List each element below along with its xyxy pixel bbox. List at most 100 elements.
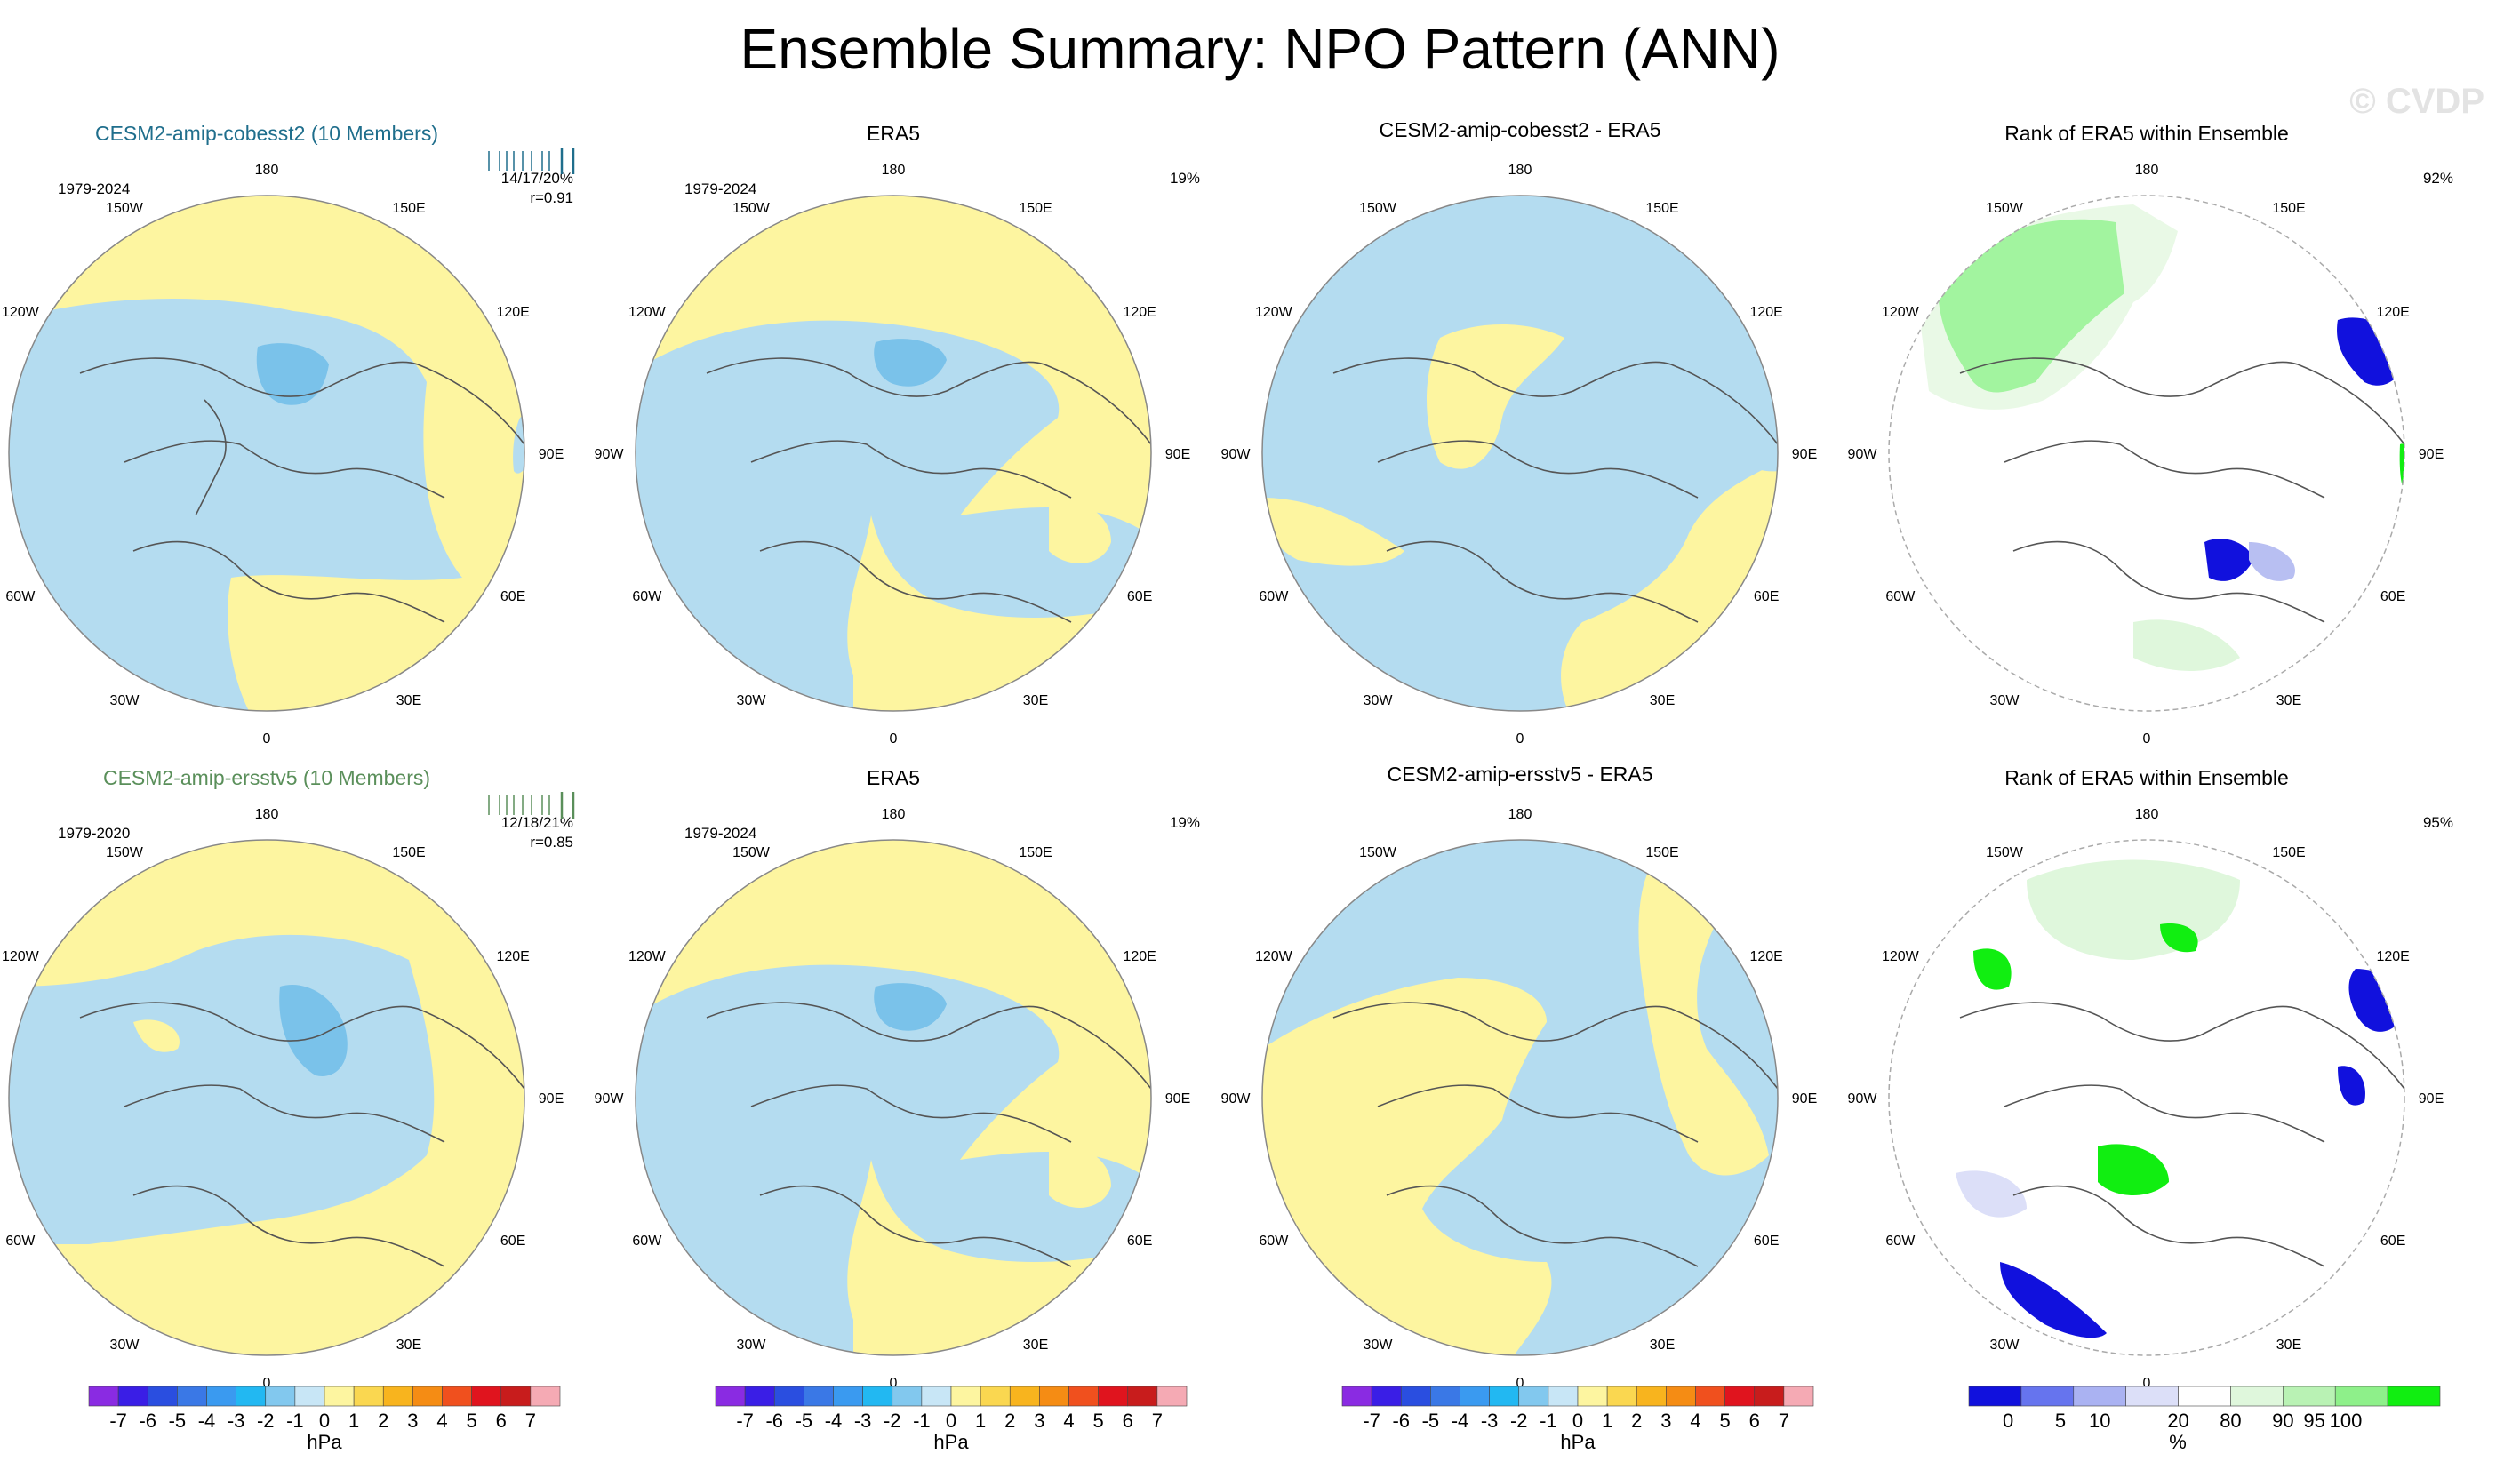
colorbar-label: 2 — [1631, 1410, 1642, 1432]
colorbar-swatch — [1460, 1386, 1490, 1407]
lon-label: 90E — [539, 447, 564, 462]
figure-title: Ensemble Summary: NPO Pattern (ANN) — [740, 17, 1780, 81]
obs-pct: 19% — [1170, 814, 1200, 831]
obs-period: 1979-2024 — [684, 825, 756, 842]
lon-label: 0 — [890, 731, 898, 747]
pct-colorbar-swatch — [2230, 1386, 2284, 1407]
colorbar-label: 4 — [1063, 1410, 1074, 1432]
field-positive-center — [1427, 324, 1564, 469]
lon-label: 60E — [1127, 589, 1152, 604]
pct-colorbar-label: 80 — [2220, 1410, 2241, 1432]
rank-high-halo — [1920, 204, 2178, 410]
map-boundary — [8, 195, 525, 712]
lon-label: 90W — [595, 1091, 625, 1107]
field-positive-west — [1262, 498, 1404, 566]
pct-colorbar-label: 100 — [2330, 1410, 2363, 1432]
colorbar-label: 4 — [1690, 1410, 1700, 1432]
colorbar-swatch — [862, 1386, 893, 1407]
lon-label: 30W — [737, 1338, 767, 1353]
lon-label: 30E — [1023, 693, 1048, 708]
obs-panel-title: ERA5 — [867, 122, 920, 145]
colorbar-swatch — [412, 1386, 443, 1407]
lon-label: 0 — [1516, 731, 1524, 747]
colorbar-label: -3 — [1481, 1410, 1499, 1432]
lon-label: 120E — [496, 305, 529, 320]
colorbar-label: 5 — [1093, 1410, 1104, 1432]
colorbar-swatch — [950, 1386, 981, 1407]
colorbar-swatch — [1068, 1386, 1099, 1407]
panel-model-ersstv5 — [8, 839, 525, 1356]
colorbar-swatch — [265, 1386, 296, 1407]
lon-label: 60W — [1885, 1234, 1916, 1249]
panel-rank-row1 — [1888, 195, 2405, 712]
colorbar-label: -6 — [1392, 1410, 1410, 1432]
lon-label: 150W — [732, 845, 771, 860]
lon-label: 60E — [1754, 589, 1779, 604]
lon-label: 90E — [1165, 447, 1190, 462]
model-panel-title: CESM2-amip-ersstv5 (10 Members) — [103, 766, 430, 789]
colorbar-swatch — [147, 1386, 178, 1407]
colorbar-label: -4 — [825, 1410, 843, 1432]
lon-label: 30W — [737, 693, 767, 708]
pct-colorbar-label: 95 — [2303, 1410, 2324, 1432]
colorbar-swatch — [1666, 1386, 1696, 1407]
colorbar-swatch — [1156, 1386, 1188, 1407]
colorbar-label: -2 — [884, 1410, 901, 1432]
field-positive-patch — [1049, 498, 1111, 563]
lon-label: 120W — [1255, 305, 1293, 320]
lon-label: 0 — [1516, 1376, 1524, 1391]
rank-top-center — [2098, 1144, 2169, 1195]
lon-label: 60W — [1259, 1234, 1289, 1249]
lon-label: 90W — [1848, 447, 1878, 462]
colorbar-label: -1 — [286, 1410, 304, 1432]
colorbar-label: 0 — [946, 1410, 956, 1432]
lon-label: 0 — [2143, 731, 2151, 747]
colorbar-label: 2 — [1004, 1410, 1015, 1432]
colorbar-swatch — [833, 1386, 863, 1407]
lon-label: 150E — [1019, 201, 1052, 216]
rank-panel-title: Rank of ERA5 within Ensemble — [2004, 122, 2289, 145]
lon-label: 120E — [1123, 305, 1156, 320]
panel-rank-row2 — [1888, 839, 2405, 1356]
colorbar-label: -2 — [1510, 1410, 1528, 1432]
lon-label: 30W — [110, 693, 140, 708]
lon-label: 0 — [263, 731, 271, 747]
lon-label: 60E — [2380, 1234, 2405, 1249]
lon-label: 0 — [890, 1376, 898, 1391]
rank-panel-title: Rank of ERA5 within Ensemble — [2004, 766, 2289, 789]
lon-label: 30E — [1650, 693, 1675, 708]
model-r: r=0.91 — [530, 189, 573, 206]
lon-label: 30E — [2276, 693, 2301, 708]
pct-colorbar-label: 0 — [2003, 1410, 2013, 1432]
pct-colorbar-swatch — [2283, 1386, 2336, 1407]
map-boundary — [8, 839, 525, 1356]
colorbar-label: 3 — [407, 1410, 418, 1432]
colorbar-swatch — [471, 1386, 502, 1407]
colorbar-swatch — [294, 1386, 325, 1407]
lon-label: 150W — [1359, 845, 1397, 860]
lon-label: 60E — [500, 589, 525, 604]
lon-label: 120E — [1749, 949, 1782, 964]
colorbar-swatch — [236, 1386, 267, 1407]
lon-label: 150E — [1645, 845, 1678, 860]
field-negative — [9, 299, 462, 711]
lon-label: 90W — [1221, 1091, 1252, 1107]
lon-label: 120W — [1255, 949, 1293, 964]
colorbar-swatch — [88, 1386, 119, 1407]
panel-diff-ersstv5 — [1261, 839, 1779, 1356]
lon-label: 120W — [628, 305, 667, 320]
obs-period: 1979-2024 — [684, 180, 756, 197]
colorbar-unit: hPa — [1560, 1431, 1596, 1453]
colorbar-label: -5 — [796, 1410, 813, 1432]
colorbar-label: -5 — [169, 1410, 187, 1432]
lon-label: 180 — [1508, 163, 1532, 178]
pct-colorbar-swatch — [2387, 1386, 2441, 1407]
pct-colorbar-label: 20 — [2167, 1410, 2188, 1432]
panel-era5-row1 — [635, 195, 1152, 712]
colorbar-swatch — [530, 1386, 561, 1407]
field-negative-patch — [513, 415, 524, 474]
field-positive-ne — [1638, 860, 1769, 1176]
pct-colorbar-swatch — [1968, 1386, 2022, 1407]
lon-label: 60W — [632, 589, 662, 604]
diff-panel-title: CESM2-amip-ersstv5 - ERA5 — [1387, 763, 1652, 786]
